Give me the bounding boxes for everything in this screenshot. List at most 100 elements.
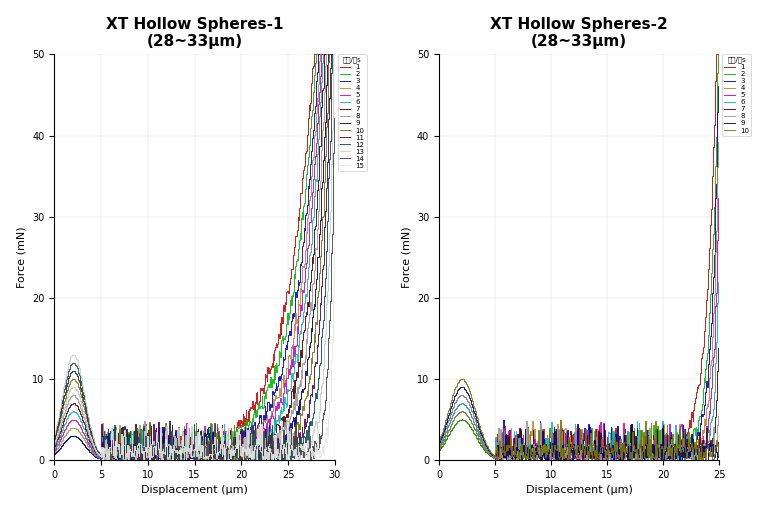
- Y-axis label: Force (mN): Force (mN): [402, 226, 412, 288]
- 10: [715, 447, 724, 453]
- 10: [504, 442, 513, 449]
- 4: [435, 445, 444, 451]
- 6: [118, 444, 127, 450]
- Line: 10: 10: [55, 54, 335, 460]
- 10: [606, 437, 615, 443]
- 8: [221, 454, 230, 460]
- Y-axis label: Force (mN): Force (mN): [17, 226, 27, 288]
- X-axis label: Displacement (μm): Displacement (μm): [141, 485, 248, 495]
- 8: [51, 437, 61, 443]
- 9: [291, 421, 300, 428]
- 7: [319, 51, 329, 57]
- 1: [667, 451, 676, 457]
- 2: [330, 51, 339, 57]
- X-axis label: Displacement (μm): Displacement (μm): [526, 485, 633, 495]
- 3: [118, 450, 127, 456]
- 8: [676, 442, 685, 449]
- 2: [435, 447, 444, 453]
- 8: [321, 51, 330, 57]
- 9: [606, 424, 615, 430]
- 5: [291, 343, 300, 349]
- 9: [282, 431, 291, 437]
- 1: [51, 450, 61, 456]
- 11: [111, 457, 120, 463]
- 5: [119, 444, 128, 451]
- 6: [51, 442, 61, 449]
- 2: [715, 51, 724, 57]
- 2: [503, 454, 512, 460]
- 3: [313, 51, 323, 57]
- 9: [457, 384, 466, 390]
- 10: [51, 432, 61, 438]
- 2: [435, 445, 445, 451]
- 3: [221, 447, 230, 453]
- Line: 9: 9: [55, 54, 335, 460]
- 10: [187, 445, 196, 451]
- 8: [599, 457, 608, 463]
- 4: [435, 442, 445, 449]
- Line: 14: 14: [55, 67, 335, 460]
- 6: [50, 445, 59, 451]
- 8: [715, 390, 724, 396]
- 7: [282, 411, 291, 417]
- 2: [526, 457, 535, 463]
- 7: [51, 440, 61, 446]
- 10: [120, 457, 129, 463]
- 15: [330, 201, 339, 207]
- 13: [50, 431, 59, 437]
- Line: 7: 7: [55, 54, 335, 460]
- 5: [571, 456, 581, 462]
- 4: [667, 445, 676, 452]
- 10: [676, 449, 685, 455]
- Line: 8: 8: [55, 54, 335, 460]
- 2: [119, 455, 128, 461]
- Line: 15: 15: [55, 204, 335, 460]
- 12: [118, 423, 127, 430]
- 2: [221, 439, 230, 445]
- 10: [667, 451, 677, 457]
- 3: [330, 51, 339, 57]
- 3: [676, 445, 685, 452]
- 9: [50, 439, 59, 445]
- 7: [715, 298, 724, 305]
- Line: 9: 9: [439, 387, 720, 460]
- 11: [119, 455, 128, 461]
- 11: [326, 51, 335, 57]
- Line: 2: 2: [55, 54, 335, 460]
- 1: [291, 233, 300, 239]
- 8: [187, 445, 196, 451]
- 3: [50, 451, 59, 457]
- 6: [187, 444, 196, 450]
- 11: [291, 433, 300, 439]
- 5: [317, 51, 326, 57]
- Line: 4: 4: [439, 54, 720, 460]
- 10: [50, 437, 59, 443]
- 12: [221, 456, 230, 462]
- 1: [711, 51, 720, 57]
- 8: [435, 441, 444, 447]
- 13: [329, 51, 338, 57]
- 5: [330, 51, 339, 57]
- 5: [435, 443, 444, 449]
- 7: [187, 448, 196, 454]
- Line: 7: 7: [439, 302, 720, 460]
- 4: [50, 449, 59, 455]
- 1: [531, 457, 541, 463]
- 12: [50, 433, 59, 439]
- 1: [676, 446, 685, 453]
- 10: [571, 442, 581, 448]
- 13: [207, 457, 217, 463]
- 3: [715, 51, 724, 57]
- 11: [282, 440, 291, 446]
- Line: 5: 5: [439, 119, 720, 460]
- 12: [183, 457, 192, 463]
- 8: [210, 457, 220, 463]
- 10: [291, 431, 300, 437]
- 10: [282, 441, 291, 447]
- 10: [457, 376, 466, 382]
- 4: [676, 450, 685, 456]
- 8: [606, 454, 615, 460]
- 6: [667, 450, 676, 456]
- 3: [571, 442, 581, 448]
- 9: [323, 51, 333, 57]
